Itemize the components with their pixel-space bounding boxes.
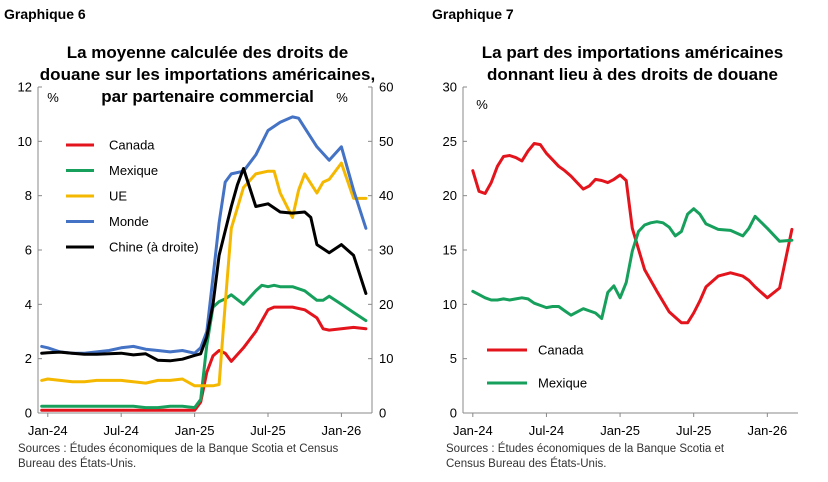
chart-2-xtick: Jul-25: [676, 423, 711, 438]
chart-2-source-line-1: Sources : Études économiques de la Banqu…: [446, 443, 725, 455]
chart-1-ytick-right: 20: [379, 297, 393, 312]
chart-1-ytick-left: 6: [25, 243, 32, 258]
chart-2-ytick: 5: [450, 351, 457, 366]
chart-1-legend-ue: UE: [109, 189, 127, 204]
chart-2-source: Sources : Études économiques de la Banqu…: [446, 442, 826, 472]
chart-1-title-line-2: douane sur les importations américaines,: [39, 65, 376, 84]
chart-1-ytick-left: 4: [25, 297, 32, 312]
chart-1-xtick: Jan-24: [28, 423, 68, 438]
chart-2-legend-canada: Canada: [538, 343, 584, 358]
chart-2-ytick: 20: [443, 188, 457, 203]
chart-1-ytick-right: 10: [379, 351, 393, 366]
chart-1-title-line-1: La moyenne calculée des droits de: [66, 43, 349, 62]
chart-2-xtick: Jan-26: [747, 423, 787, 438]
chart-panel-1: Graphique 6 La moyenne calculée des droi…: [0, 0, 410, 482]
chart-1-ytick-left: 0: [25, 406, 32, 421]
chart-2-ylabel: %: [476, 97, 488, 112]
chart-1-legend-mexique: Mexique: [109, 163, 158, 178]
chart-1-xtick: Jan-26: [322, 423, 362, 438]
chart-1-legend-chine: Chine (à droite): [109, 240, 199, 255]
chart-2-ytick: 0: [450, 406, 457, 421]
chart-panel-2: Graphique 7 La part des importations amé…: [410, 0, 828, 482]
chart-1-ytick-right: 0: [379, 406, 386, 421]
chart-1-source-line-2: Bureau des États-Unis.: [18, 458, 137, 470]
chart-1-ytick-right: 30: [379, 243, 393, 258]
chart-1-ytick-right: 50: [379, 134, 393, 149]
chart-2-xtick: Jan-24: [453, 423, 493, 438]
chart-2-ytick: 30: [443, 80, 457, 95]
chart-1-ytick-right: 60: [379, 80, 393, 95]
chart-1-series-canada: [40, 305, 368, 412]
chart-2-ytick: 25: [443, 134, 457, 149]
chart-1-ytick-left: 10: [18, 134, 32, 149]
chart-2-ytick: 15: [443, 243, 457, 258]
chart-1-series-ue: [40, 161, 368, 388]
chart-2-xtick: Jan-25: [600, 423, 640, 438]
chart-1-title-line-3: par partenaire commercial: [101, 87, 314, 106]
chart-1-title: La moyenne calculée des droits de douane…: [20, 42, 395, 108]
chart-1-source-line-1: Sources : Études économiques de la Banqu…: [18, 443, 339, 455]
chart-1-ytick-right: 40: [379, 188, 393, 203]
chart-1-ytick-left: 8: [25, 188, 32, 203]
chart-1-ylabel-left: %: [47, 90, 59, 105]
chart-1-xtick: Jan-25: [175, 423, 215, 438]
chart-1-label: Graphique 6: [4, 6, 86, 22]
chart-2-legend-mexique: Mexique: [538, 376, 587, 391]
chart-1-series-mexique: [40, 283, 368, 410]
chart-2-series-canada: [471, 142, 794, 325]
chart-1-legend-monde: Monde: [109, 214, 149, 229]
chart-1-ylabel-right: %: [336, 90, 348, 105]
chart-1-series-chine: [40, 167, 368, 363]
chart-2-xtick: Jul-24: [529, 423, 564, 438]
chart-2-series-mexique: [471, 207, 794, 320]
chart-1-series-monde: [40, 115, 368, 355]
chart-2-title: La part des importations américaines don…: [440, 42, 825, 86]
chart-1-xtick: Jul-25: [250, 423, 285, 438]
chart-1-legend-canada: Canada: [109, 138, 155, 153]
chart-2-label: Graphique 7: [432, 6, 514, 22]
chart-2-source-line-2: Census Bureau des États-Unis.: [446, 458, 607, 470]
chart-2-title-line-2: donnant lieu à des droits de douane: [487, 65, 778, 84]
chart-1-xtick: Jul-24: [103, 423, 138, 438]
chart-2-title-line-1: La part des importations américaines: [481, 43, 784, 62]
chart-1-ytick-left: 12: [18, 80, 32, 95]
chart-1-plot: 0 2 4 6 8 10 12 0 10 20 30 40 50 60 Jan-24 Jul-24 Jan-25…: [18, 80, 394, 439]
chart-2-ytick: 10: [443, 297, 457, 312]
chart-2-plot: 0 5 10 15 20 25 30 Jan-24 Jul-24 Jan-25 Jul-25 Jan-…: [443, 80, 798, 438]
chart-1-source: Sources : Études économiques de la Banqu…: [18, 442, 398, 472]
chart-1-ytick-left: 2: [25, 351, 32, 366]
